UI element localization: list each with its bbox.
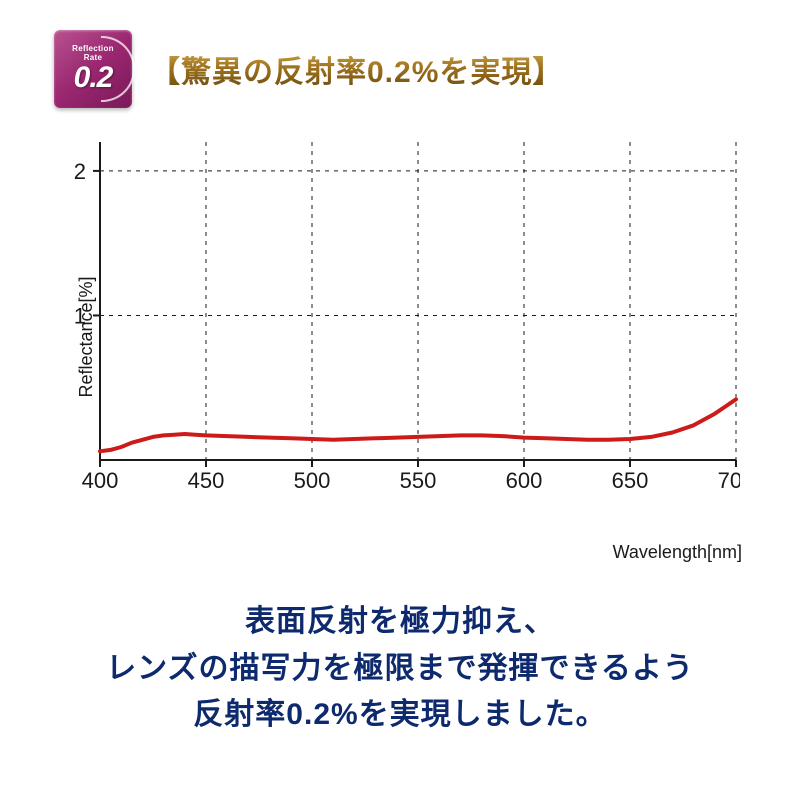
reflectance-chart: Reflectance[%] 40045050055060065070012	[60, 136, 742, 538]
svg-text:550: 550	[400, 468, 437, 492]
x-axis-label: Wavelength[nm]	[0, 542, 800, 563]
svg-text:400: 400	[82, 468, 119, 492]
badge-arc-decoration	[101, 36, 135, 102]
svg-text:2: 2	[74, 159, 86, 184]
svg-text:700: 700	[718, 468, 740, 492]
svg-text:450: 450	[188, 468, 225, 492]
svg-text:500: 500	[294, 468, 331, 492]
page-title: 【驚異の反射率0.2%を実現】	[150, 47, 563, 91]
header-row: Reflection Rate 0.2 【驚異の反射率0.2%を実現】	[0, 0, 800, 118]
chart-svg: 40045050055060065070012	[60, 136, 740, 492]
desc-line2: レンズの描写力を極限まで発揮できるよう	[106, 652, 694, 685]
reflection-rate-badge: Reflection Rate 0.2	[54, 30, 132, 108]
svg-text:650: 650	[612, 468, 649, 492]
svg-text:600: 600	[506, 468, 543, 492]
y-axis-label: Reflectance[%]	[76, 276, 97, 397]
description-text: 表面反射を極力抑え、 レンズの描写力を極限まで発揮できるよう 反射率0.2%を実…	[0, 599, 800, 739]
desc-line3: 反射率0.2%を実現しました。	[193, 698, 606, 731]
desc-line1: 表面反射を極力抑え、	[245, 605, 555, 638]
